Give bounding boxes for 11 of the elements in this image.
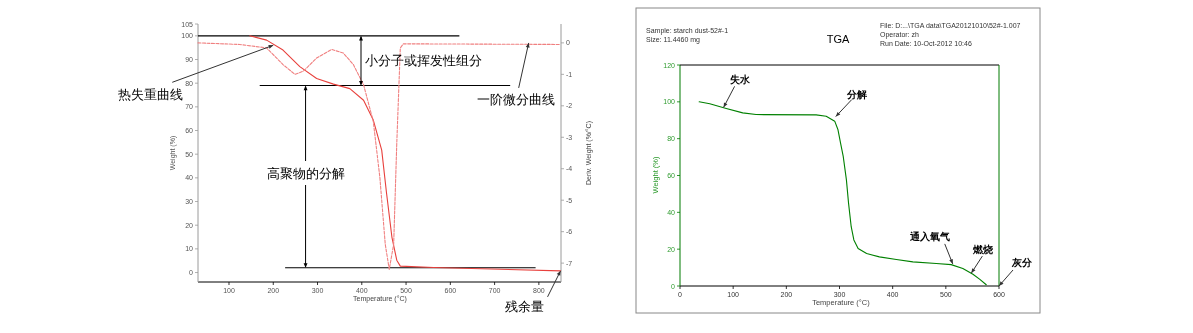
annotation: 通入氧气	[908, 231, 950, 243]
chart-title: TGA	[826, 33, 850, 45]
annotation: 小分子或挥发性组分	[365, 52, 482, 68]
annotation: 残余量	[505, 299, 545, 315]
annotation: 高聚物的分解	[266, 165, 345, 181]
annotation: 一阶微分曲线	[476, 92, 555, 108]
text: 灰分	[1011, 256, 1033, 268]
annotation: 分解	[845, 89, 867, 101]
annotation: 燃烧	[972, 243, 994, 255]
annotation: 失水	[729, 73, 751, 85]
annotation: 热失重曲线	[117, 86, 183, 102]
